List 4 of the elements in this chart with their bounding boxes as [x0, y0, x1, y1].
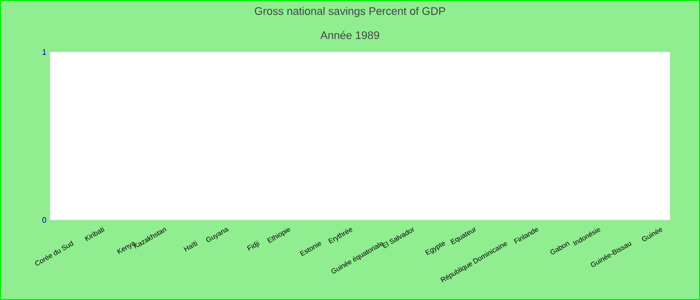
y-tick-label: 0 [42, 217, 46, 223]
chart-subtitle: Année 1989 [320, 30, 380, 40]
y-tick-label: 1 [42, 49, 46, 55]
chart-title: Gross national savings Percent of GDP [254, 6, 446, 18]
